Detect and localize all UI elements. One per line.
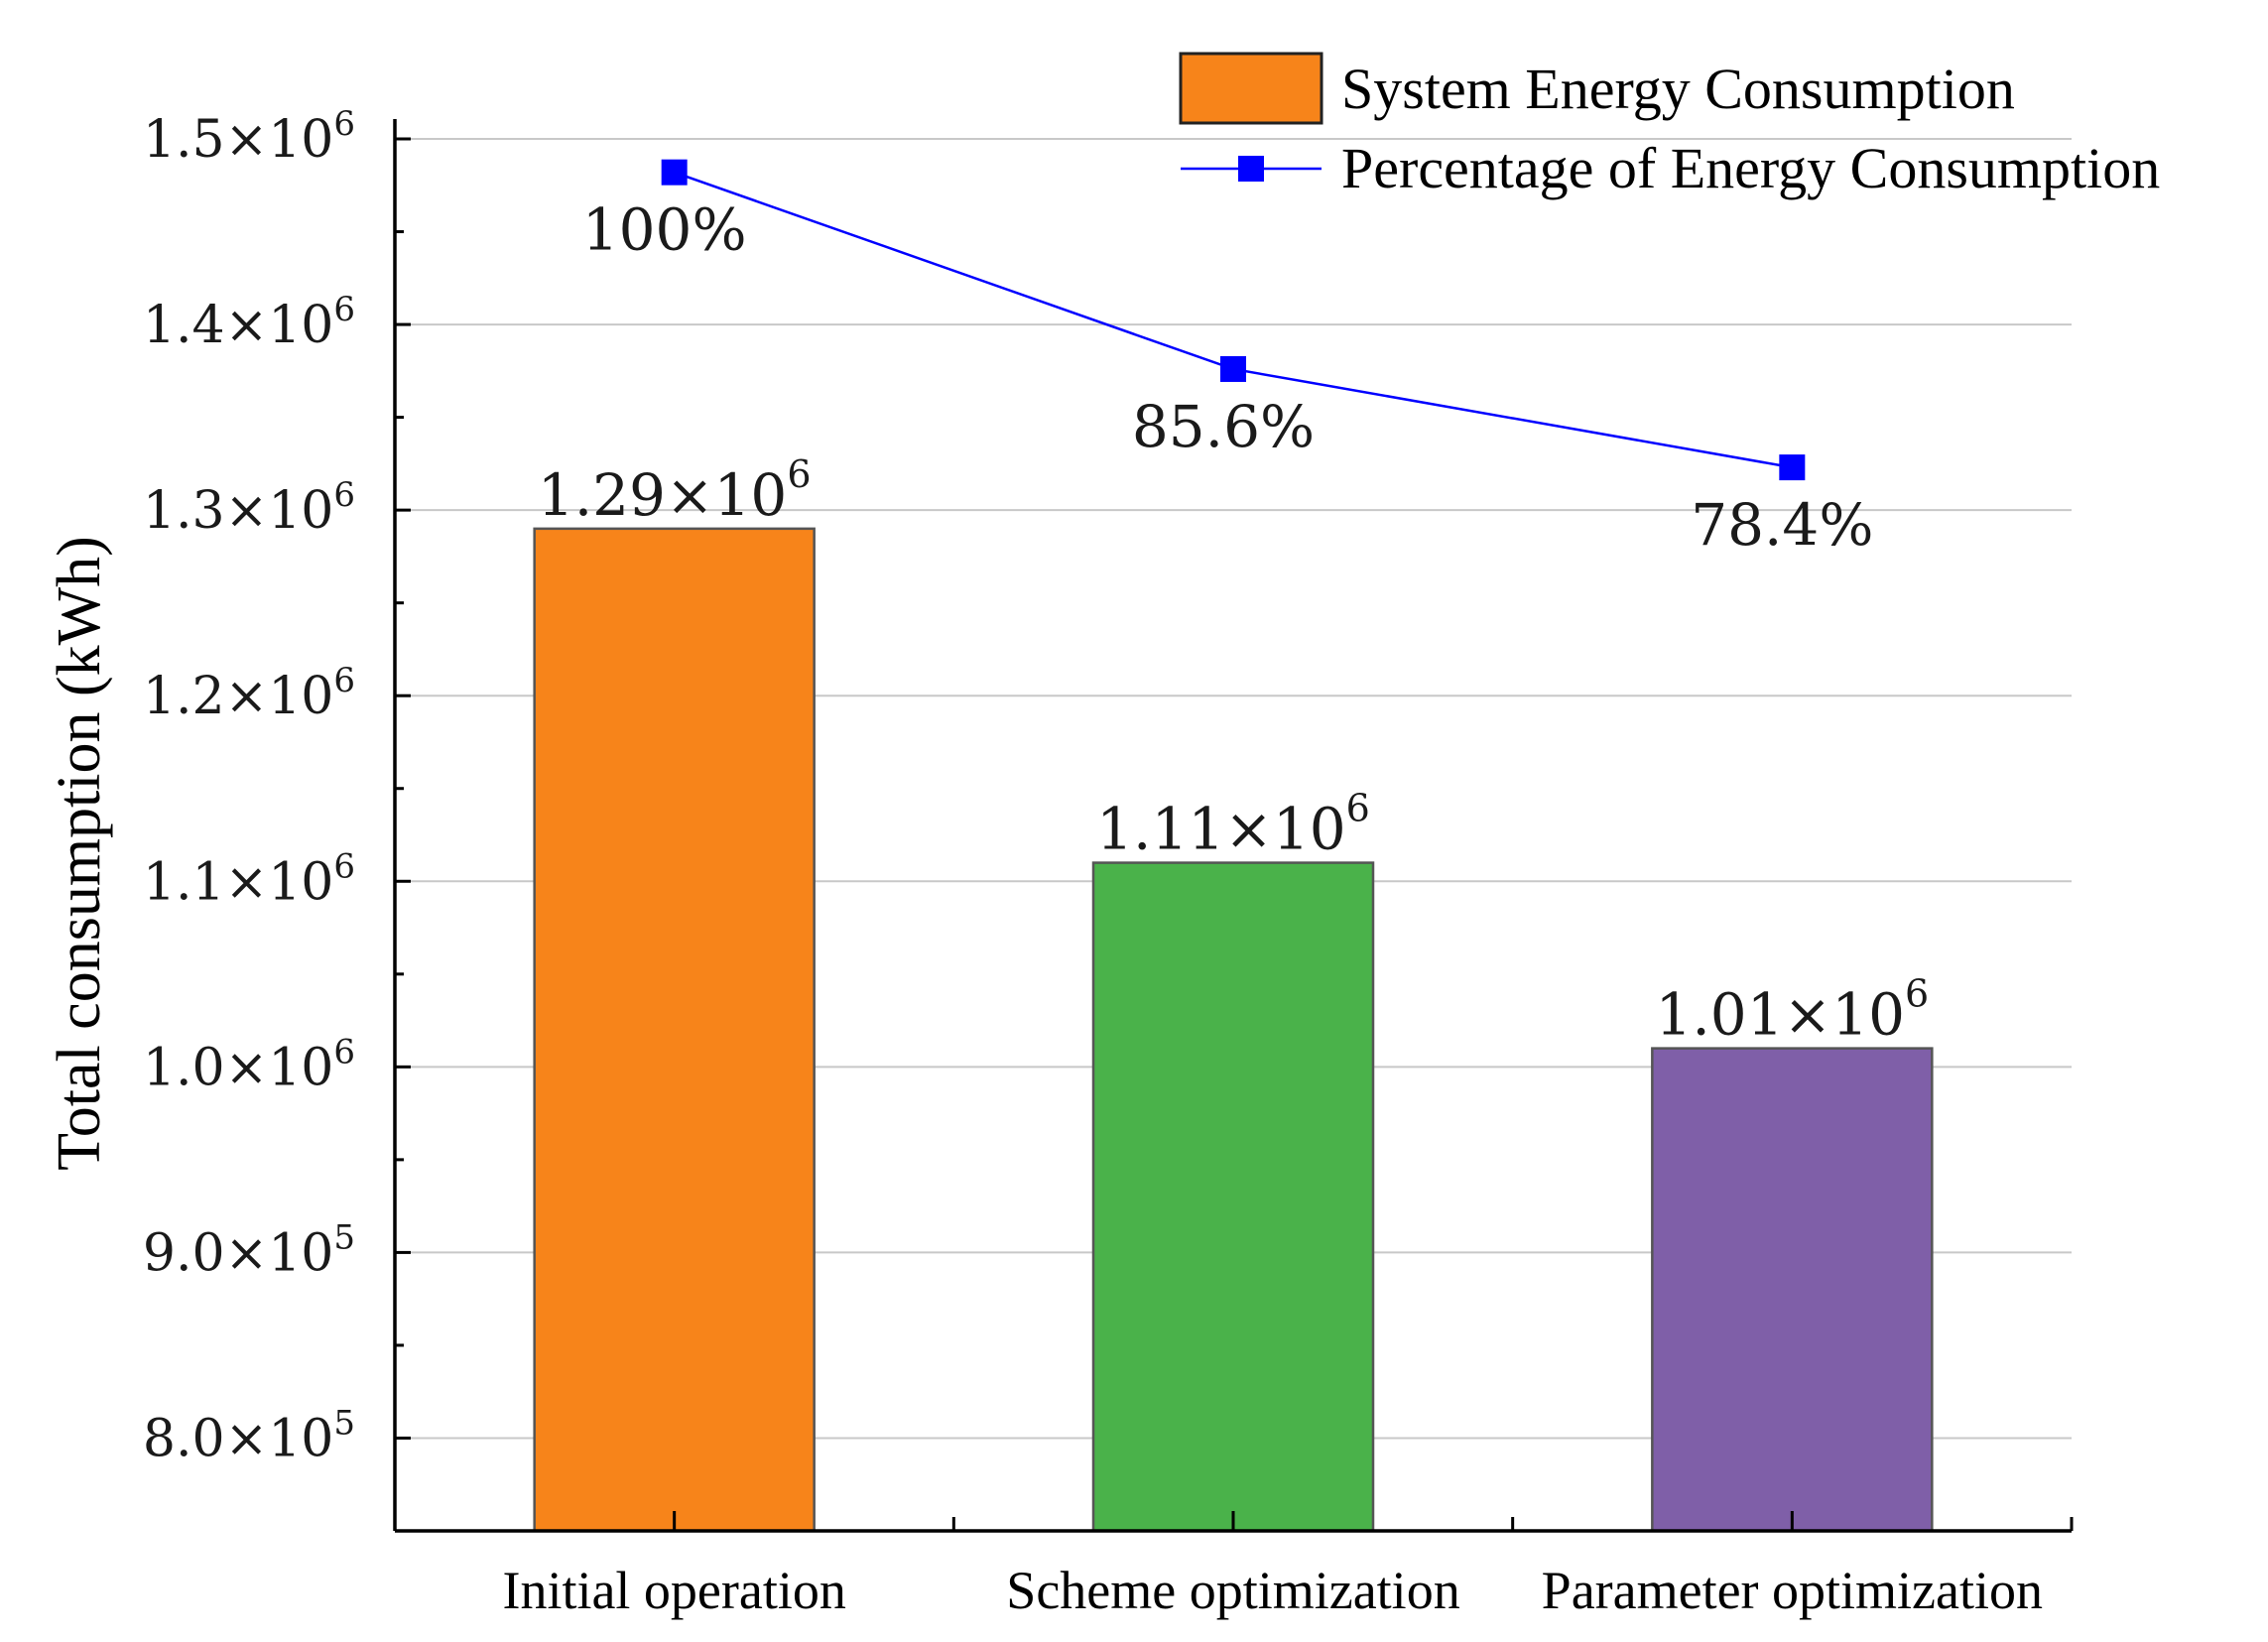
percentage-label: 85.6%: [1132, 393, 1315, 460]
y-ticks: 8.0×105 9.0×105 1.0×106 1.1×106 1.2×106 1.3×1…: [143, 104, 411, 1468]
y-tick-label: 1.4×106: [143, 290, 355, 355]
x-categories: Initial operation Scheme optimization Para…: [502, 1511, 2043, 1620]
percentage-marker: [1220, 355, 1246, 382]
x-tick-label: Initial operation: [502, 1561, 845, 1620]
bar-value-label: 1.11×106: [1096, 787, 1370, 863]
y-tick-label: 1.2×106: [143, 661, 355, 726]
y-tick-label: 1.5×106: [143, 104, 355, 170]
percentage-marker: [661, 159, 688, 186]
percentage-label: 100%: [582, 196, 747, 264]
bar-value-label: 1.29×106: [538, 452, 812, 529]
bar-labels: 1.29×106 1.11×106 1.01×106: [538, 452, 1929, 1049]
legend-label-line: Percentage of Energy Consumption: [1341, 136, 2160, 200]
percentage-line: 100% 85.6% 78.4%: [582, 159, 1873, 559]
x-tick-label: Parameter optimization: [1542, 1561, 2043, 1620]
legend-label-bar: System Energy Consumption: [1341, 57, 2015, 121]
legend: System Energy Consumption Percentage of E…: [1179, 52, 2160, 200]
bar: [533, 527, 816, 1533]
percentage-marker: [1779, 454, 1806, 481]
legend-marker: [1238, 156, 1264, 182]
percentage-label: 78.4%: [1691, 491, 1873, 559]
bars: [533, 527, 1934, 1533]
bar-value-label: 1.01×106: [1655, 972, 1929, 1049]
bar: [1651, 1047, 1934, 1533]
y-axis-title: Total consumption (kWh): [46, 536, 113, 1171]
y-tick-label: 9.0×105: [143, 1217, 355, 1283]
bar: [1091, 861, 1375, 1533]
y-tick-label: 1.3×106: [143, 475, 355, 541]
x-tick-label: Scheme optimization: [1006, 1561, 1459, 1620]
y-tick-label: 8.0×105: [143, 1403, 355, 1468]
y-tick-label: 1.0×106: [143, 1032, 355, 1097]
y-tick-label: 1.1×106: [143, 846, 355, 912]
legend-swatch-bar: [1179, 52, 1323, 125]
